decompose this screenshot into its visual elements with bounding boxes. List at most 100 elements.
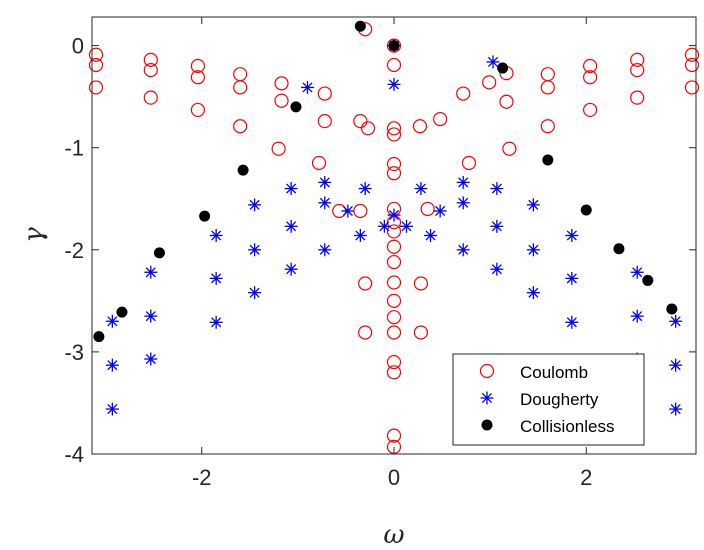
dougherty-point — [144, 309, 158, 323]
y-tick-label: -4 — [64, 442, 84, 467]
dougherty-point — [209, 229, 223, 242]
coulomb-point — [482, 75, 497, 90]
coulomb-point — [360, 121, 376, 136]
coulomb-point — [540, 80, 555, 95]
collisionless-point — [666, 303, 678, 315]
dougherty-point — [353, 229, 367, 242]
coulomb-point — [233, 119, 248, 134]
dougherty-point — [318, 243, 332, 257]
coulomb-point — [358, 276, 373, 291]
coulomb-point — [630, 90, 645, 105]
collisionless-point — [237, 164, 249, 176]
coulomb-point — [386, 224, 402, 239]
coulomb-point — [386, 127, 402, 142]
x-tick-label: -2 — [192, 465, 212, 490]
dougherty-point — [300, 80, 314, 94]
coulomb-point — [386, 121, 402, 136]
dougherty-point — [248, 198, 262, 212]
coulomb-point — [456, 86, 471, 101]
coulomb-point — [630, 62, 645, 78]
coulomb-point — [274, 76, 289, 91]
dougherty-point — [387, 208, 401, 222]
dougherty-point — [526, 198, 540, 212]
dougherty-point — [669, 314, 683, 328]
dougherty-point — [456, 175, 470, 189]
legend: Coulomb Dougherty Collisionless — [452, 353, 645, 446]
coulomb-point — [311, 155, 327, 171]
dougherty-point — [399, 219, 413, 233]
dougherty-point — [669, 358, 683, 372]
dougherty-point — [209, 271, 223, 285]
y-tick-label: -1 — [64, 136, 84, 161]
coulomb-point — [88, 57, 104, 73]
dougherty-point — [105, 358, 119, 372]
coulomb-point — [386, 325, 402, 340]
collisionless-point — [354, 20, 366, 32]
coulomb-point — [358, 325, 373, 340]
coulomb-point — [143, 90, 158, 105]
dougherty-point — [387, 77, 401, 91]
collisionless-point — [290, 101, 302, 113]
y-axis-label: γ — [19, 227, 49, 243]
dougherty-point — [433, 204, 447, 218]
dougherty-point — [377, 219, 391, 233]
dougherty-point — [630, 309, 644, 323]
dougherty-point — [144, 352, 158, 366]
y-tick-label: 0 — [72, 34, 84, 59]
dougherty-point — [144, 265, 158, 279]
coulomb-point — [583, 70, 598, 85]
coulomb-point — [684, 57, 700, 73]
coulomb-point — [190, 102, 205, 118]
dougherty-point — [424, 229, 438, 242]
coulomb-point — [420, 201, 435, 217]
coulomb-point — [317, 114, 332, 129]
dougherty-point — [318, 196, 332, 210]
coulomb-point — [413, 325, 429, 340]
coulomb-point — [190, 58, 205, 74]
dougherty-point — [565, 271, 579, 285]
legend-symbol-collisionless — [481, 419, 493, 431]
dougherty-point — [526, 243, 540, 257]
x-tick-label: 0 — [388, 465, 400, 490]
coulomb-point — [684, 80, 700, 95]
dougherty-point — [456, 243, 470, 257]
coulomb-point — [386, 254, 402, 270]
coulomb-point — [386, 355, 402, 370]
ticks-layer: -2 0 2 0 -1 -2 -3 -4 — [64, 17, 696, 490]
coulomb-point — [630, 52, 645, 67]
collisionless-point — [542, 154, 554, 166]
legend-symbols — [479, 363, 495, 431]
dougherty-point — [284, 219, 298, 233]
dougherty-point — [630, 265, 644, 279]
collisionless-point — [199, 210, 211, 222]
coulomb-point — [502, 141, 517, 156]
y-tick-label: -3 — [64, 340, 84, 365]
dougherty-point — [490, 219, 504, 233]
dougherty-point — [358, 182, 372, 196]
y-tick-label: -2 — [64, 238, 84, 263]
dougherty-point — [414, 182, 428, 196]
dougherty-point — [565, 229, 579, 242]
coulomb-point — [274, 93, 289, 108]
coulomb-point — [386, 156, 402, 172]
x-tick-label: 2 — [580, 465, 592, 490]
coulomb-point — [413, 276, 429, 291]
collisionless-point — [613, 243, 625, 255]
coulomb-point — [433, 112, 448, 127]
collisionless-point — [116, 306, 128, 318]
dougherty-point — [248, 243, 262, 257]
coulomb-point — [190, 70, 205, 85]
coulomb-point — [233, 80, 248, 95]
dougherty-point — [490, 262, 504, 276]
coulomb-point — [412, 119, 428, 134]
marks-layer — [88, 20, 700, 454]
collisionless-point — [388, 40, 400, 52]
coulomb-point — [684, 47, 700, 62]
dougherty-point — [248, 286, 262, 300]
dougherty-point — [105, 402, 119, 416]
collisionless-point — [642, 274, 654, 286]
coulomb-point — [583, 102, 598, 118]
coulomb-point — [386, 57, 402, 73]
coulomb-point — [540, 119, 555, 134]
